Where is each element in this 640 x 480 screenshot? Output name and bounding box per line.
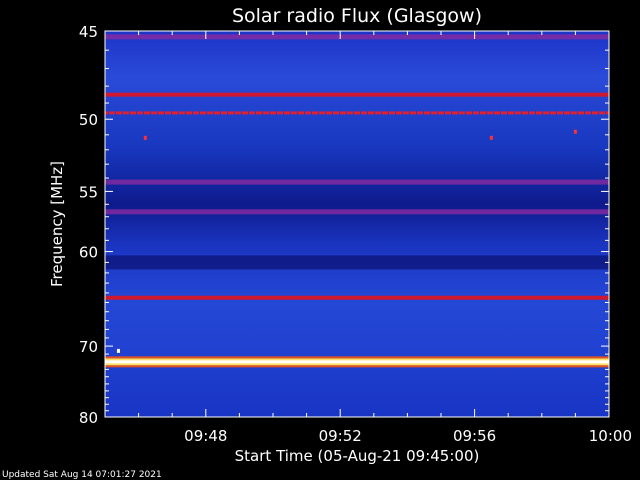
plot-area — [105, 31, 609, 417]
x-tick-label-60: 10:00 — [589, 427, 632, 445]
y-tick-label-45: 45 — [79, 23, 98, 41]
spot-3 — [116, 348, 120, 353]
band-5 — [105, 255, 609, 270]
spot-1 — [489, 135, 493, 140]
band-7-core — [105, 360, 609, 364]
x-tick-label-52: 09:52 — [319, 427, 362, 445]
y-tick-label-70: 70 — [79, 338, 98, 356]
band-1 — [105, 92, 609, 97]
y-tick-label-60: 60 — [79, 244, 98, 262]
y-tick-label-55: 55 — [79, 183, 98, 201]
band-7-edge-top — [105, 356, 609, 359]
band-4 — [105, 209, 609, 215]
y-axis: 45 50 55 60 70 80 — [79, 23, 609, 427]
band-6 — [105, 295, 609, 300]
y-axis-label: Frequency [MHz] — [48, 161, 66, 287]
band-3 — [105, 179, 609, 185]
y-tick-label-80: 80 — [79, 409, 98, 427]
chart-title: Solar radio Flux (Glasgow) — [232, 5, 482, 27]
plot-frame — [104, 30, 610, 418]
updated-timestamp: Updated Sat Aug 14 07:01:27 2021 — [2, 470, 162, 480]
y-tick-label-50: 50 — [79, 111, 98, 129]
spot-0 — [143, 135, 147, 140]
x-axis: 09:48 09:52 09:56 10:00 — [138, 31, 632, 445]
band-0 — [105, 34, 609, 40]
x-tick-label-48: 09:48 — [184, 427, 227, 445]
band-7-edge-bottom — [105, 365, 609, 368]
emission-bands — [105, 34, 609, 368]
spot-2 — [573, 129, 577, 134]
interference-spots — [116, 129, 577, 353]
x-tick-label-56: 09:56 — [453, 427, 496, 445]
x-axis-label: Start Time (05-Aug-21 09:45:00) — [235, 447, 480, 465]
